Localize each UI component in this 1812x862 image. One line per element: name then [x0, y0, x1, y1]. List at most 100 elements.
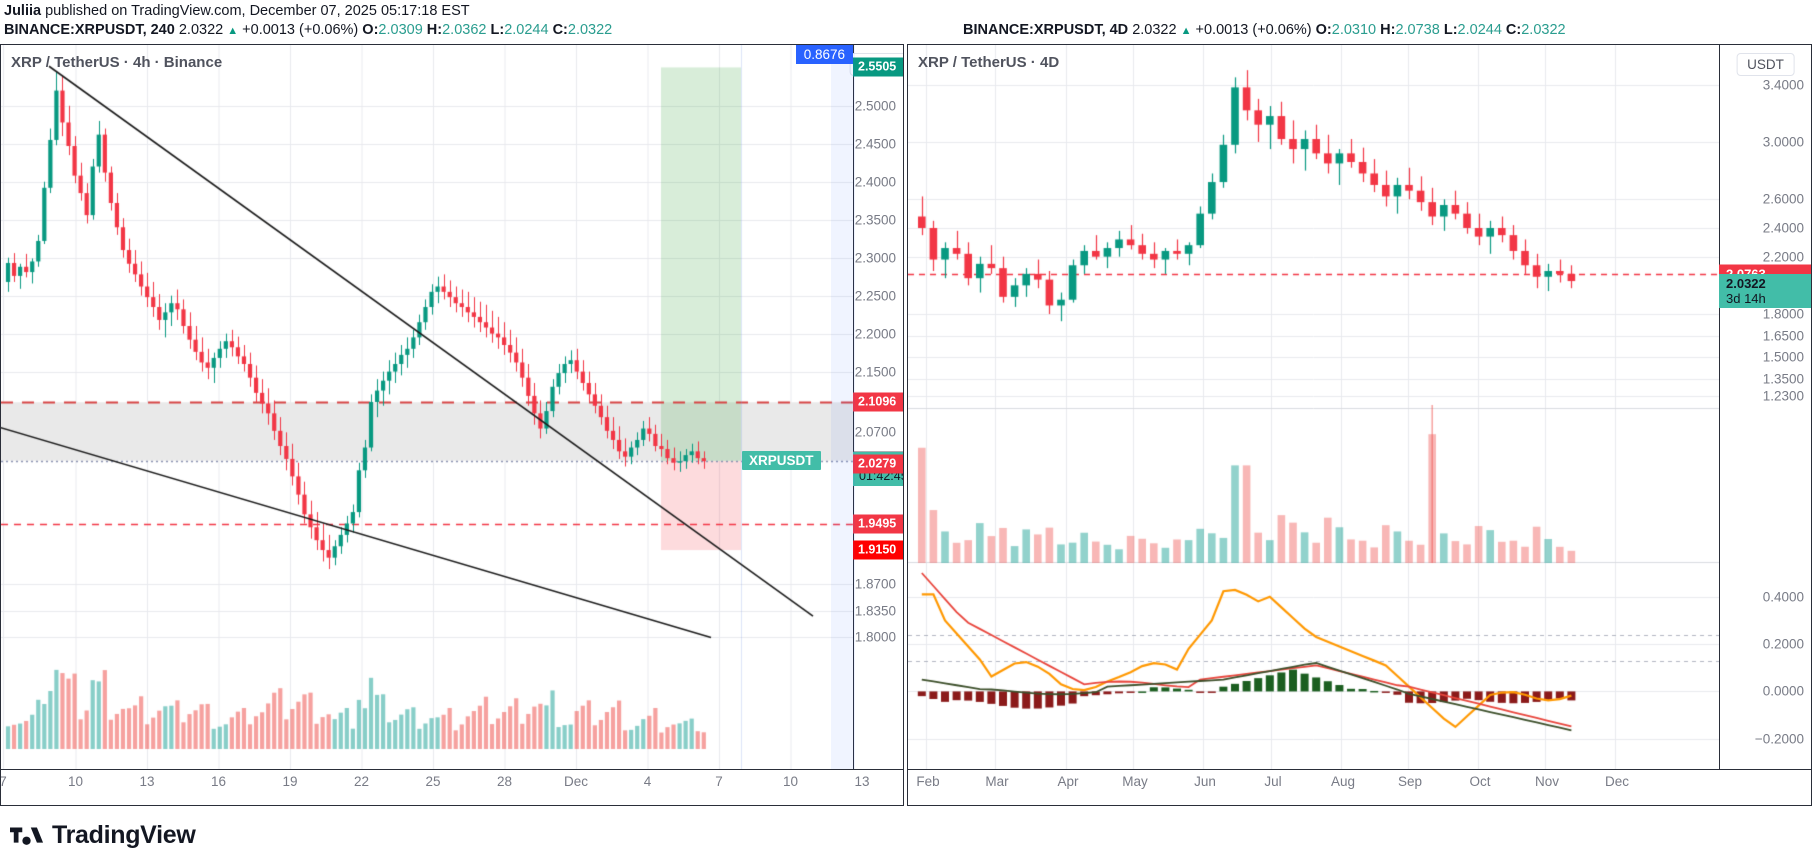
- left-symbol-price-tag[interactable]: XRPUSDT: [742, 451, 821, 471]
- open-label-right: O:: [1315, 22, 1332, 38]
- right-y-tick-price: 1.6500: [1762, 328, 1804, 344]
- close-value-left: 2.0322: [567, 22, 613, 38]
- left-x-tick: 10: [67, 774, 84, 789]
- left-x-tick: 10: [782, 774, 799, 789]
- right-chart-legend: XRP / TetherUS · 4D: [918, 54, 1060, 71]
- quote-row: BINANCE:XRPUSDT, 240 2.0322 ▲ +0.0013 (+…: [0, 22, 1812, 44]
- left-x-tick: 16: [210, 774, 227, 789]
- right-price-tag[interactable]: 2.0322 3d 14h: [1719, 273, 1811, 308]
- left-x-tick: 13: [854, 774, 870, 789]
- tradingview-wordmark: TradingView: [52, 821, 196, 849]
- quote-right: BINANCE:XRPUSDT, 4D 2.0322 ▲ +0.0013 (+0…: [963, 22, 1566, 38]
- quote-left: BINANCE:XRPUSDT, 240 2.0322 ▲ +0.0013 (+…: [4, 22, 612, 38]
- quote-symbol-right: BINANCE:XRPUSDT, 4D: [963, 22, 1129, 38]
- left-x-tick: 19: [282, 774, 298, 789]
- left-crosshair-price-tag: 0.8676: [795, 45, 853, 64]
- left-y-tick: 2.3000: [854, 250, 896, 266]
- left-crosshair-band: [831, 45, 855, 769]
- low-label-right: L:: [1443, 22, 1458, 38]
- close-label-left: C:: [552, 22, 568, 38]
- right-y-tick-price: 1.8000: [1762, 306, 1804, 322]
- right-y-tick-price: 1.5000: [1762, 349, 1804, 365]
- right-y-tick-price: 3.0000: [1762, 134, 1804, 150]
- right-x-tick: Aug: [1330, 774, 1356, 789]
- left-y-tick: 1.8700: [854, 576, 896, 592]
- right-y-tick-price: 2.2000: [1762, 249, 1804, 265]
- right-price-axis[interactable]: USDT 3.4000 3.0000 2.6000 2.4000 2.2000 1.800…: [1719, 45, 1811, 769]
- chart-panel-left[interactable]: XRPUSDT XRP / TetherUS · 4h · Binance US…: [0, 44, 904, 806]
- left-price-tag[interactable]: 1.9495: [853, 514, 903, 534]
- chart-panel-right[interactable]: XRP / TetherUS · 4D USDT 3.4000 3.0000 2.6…: [907, 44, 1812, 806]
- right-y-tick-price: 2.4000: [1762, 220, 1804, 236]
- right-y-tick-osc: 0.0000: [1762, 683, 1804, 699]
- right-y-tick-osc: −0.2000: [1754, 731, 1804, 747]
- low-label-left: L:: [490, 22, 505, 38]
- right-x-tick: Oct: [1469, 774, 1491, 789]
- left-y-tick: 1.8000: [854, 629, 896, 645]
- quote-change-right: +0.0013 (+0.06%): [1195, 22, 1312, 38]
- left-price-tag[interactable]: 1.9150: [853, 540, 903, 560]
- right-y-tick-price: 2.6000: [1762, 191, 1804, 207]
- footer: TradingView: [0, 806, 1812, 862]
- right-y-tick-price: 1.2300: [1762, 388, 1804, 404]
- left-x-tick: Dec: [563, 774, 589, 789]
- right-y-tick-price: 3.4000: [1762, 77, 1804, 93]
- left-y-tick: 2.3500: [854, 212, 896, 228]
- quote-change-left: +0.0013 (+0.06%): [242, 22, 359, 38]
- left-time-axis[interactable]: 7 10 13 16 19 22 25 28 Dec 4 7 10 13: [1, 769, 903, 805]
- left-y-tick: 2.1500: [854, 364, 896, 380]
- right-time-axis[interactable]: Feb Mar Apr May Jun Jul Aug Sep Oct Nov Dec: [908, 769, 1811, 805]
- left-x-tick: 28: [496, 774, 513, 789]
- left-y-tick: 2.5000: [854, 98, 896, 114]
- right-x-tick: Nov: [1534, 774, 1560, 789]
- author-name: Juliia: [4, 3, 42, 19]
- left-x-tick: 4: [643, 774, 652, 789]
- left-y-tick: 2.4500: [854, 136, 896, 152]
- right-y-tick-price: 1.3500: [1762, 371, 1804, 387]
- left-price-tag[interactable]: 2.1096: [853, 392, 903, 412]
- open-value-right: 2.0310: [1331, 22, 1377, 38]
- left-price-axis[interactable]: USDT 2.50002.45002.40002.35002.30002.250…: [849, 45, 903, 769]
- left-x-tick: 7: [715, 774, 723, 789]
- quote-last-right: 2.0322: [1132, 22, 1177, 38]
- high-value-right: 2.0738: [1395, 22, 1440, 38]
- up-triangle-icon: ▲: [227, 25, 239, 37]
- left-x-tick: 25: [425, 774, 441, 789]
- left-y-tick: 1.8350: [854, 603, 896, 619]
- left-plot-area[interactable]: XRPUSDT: [1, 45, 855, 769]
- open-value-left: 2.0309: [378, 22, 423, 38]
- right-x-tick: Jun: [1194, 774, 1216, 789]
- right-y-tick-osc: 0.4000: [1762, 589, 1804, 605]
- left-y-tick: 2.0700: [854, 424, 896, 440]
- attribution-text: published on TradingView.com, December 0…: [41, 3, 470, 19]
- right-x-tick: Sep: [1397, 774, 1423, 789]
- close-value-right: 2.0322: [1521, 22, 1566, 38]
- right-x-tick: Apr: [1057, 774, 1079, 789]
- right-plot-area[interactable]: [908, 45, 1719, 769]
- close-label-right: C:: [1505, 22, 1522, 38]
- right-x-tick: Mar: [985, 774, 1009, 789]
- low-value-left: 2.0244: [504, 22, 549, 38]
- high-label-left: H:: [426, 22, 443, 38]
- quote-last-left: 2.0322: [178, 22, 224, 38]
- left-y-tick: 2.2500: [854, 288, 896, 304]
- right-x-tick: Dec: [1604, 774, 1630, 789]
- open-label-left: O:: [362, 22, 379, 38]
- right-x-tick: May: [1122, 774, 1148, 789]
- tradingview-logo[interactable]: TradingView: [10, 821, 196, 850]
- tradingview-mark-icon: [10, 827, 44, 845]
- right-y-tick-osc: 0.2000: [1762, 636, 1804, 652]
- right-axis-currency: USDT: [1736, 53, 1795, 76]
- left-chart-legend: XRP / TetherUS · 4h · Binance: [11, 54, 223, 71]
- left-price-tag[interactable]: 2.5505: [853, 57, 903, 77]
- low-value-right: 2.0244: [1457, 22, 1502, 38]
- left-x-tick: 22: [353, 774, 370, 789]
- left-x-tick: 7: [1, 774, 7, 789]
- attribution-bar: Juliia published on TradingView.com, Dec…: [0, 0, 1812, 22]
- left-y-tick: 2.2000: [854, 326, 896, 342]
- quote-symbol-left: BINANCE:XRPUSDT, 240: [4, 22, 175, 38]
- up-triangle-icon: ▲: [1180, 25, 1192, 37]
- right-x-tick: Jul: [1264, 774, 1282, 789]
- high-label-right: H:: [1380, 22, 1396, 38]
- left-price-tag[interactable]: 2.0279: [853, 454, 903, 474]
